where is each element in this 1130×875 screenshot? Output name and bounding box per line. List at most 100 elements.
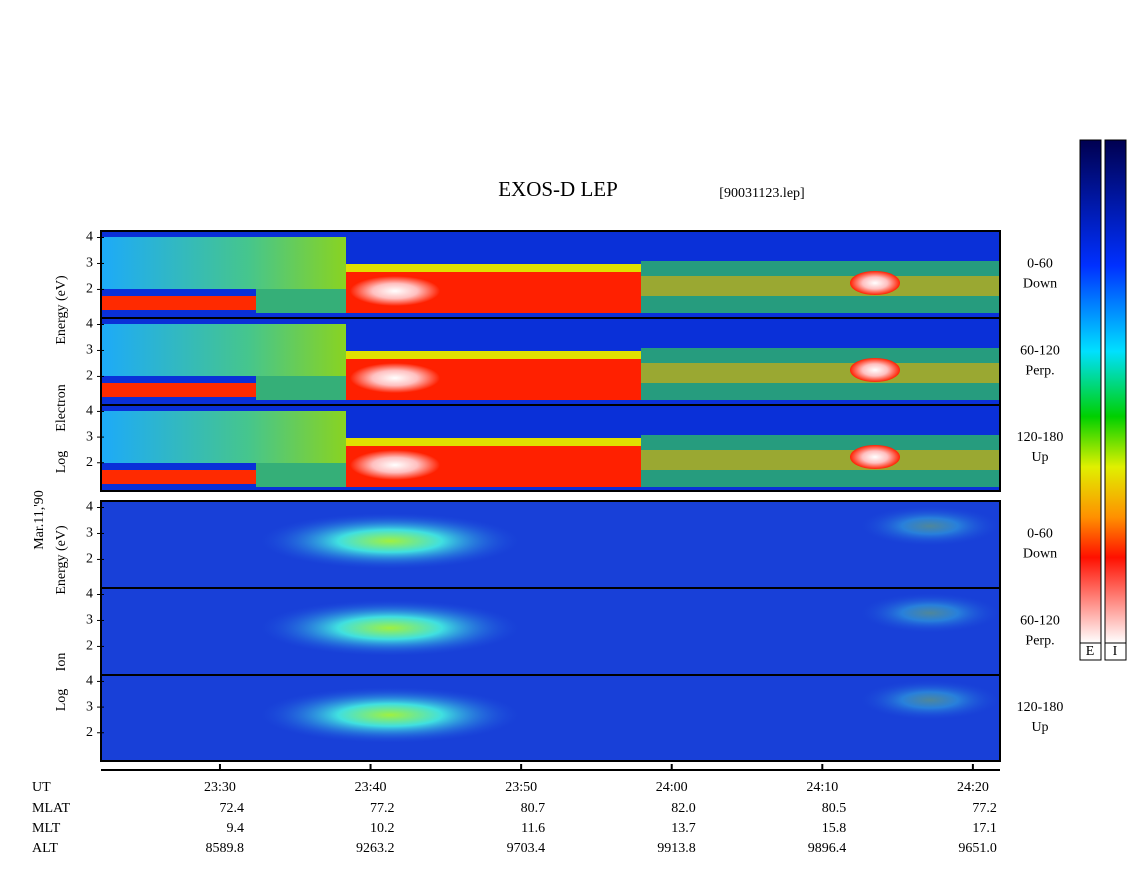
panel-direction: Perp. — [1025, 364, 1054, 379]
table-cell: 82.0 — [671, 801, 696, 816]
table-cell: 9.4 — [226, 821, 244, 836]
spectrogram-region — [860, 680, 1000, 720]
y-tick-label: 4 — [86, 404, 93, 419]
spectrogram-region — [260, 600, 520, 656]
file-name: [90031123.lep] — [719, 186, 804, 201]
y-tick-label: 2 — [86, 725, 93, 740]
y-tick-label: 2 — [86, 552, 93, 567]
panel-range: 0-60 — [1027, 527, 1053, 542]
y-axis-label: Energy (eV) — [54, 275, 69, 345]
spectrogram-region — [641, 363, 1000, 383]
spectrogram-region — [860, 593, 1000, 633]
panel-frame — [100, 674, 1001, 762]
spectrogram-region — [860, 506, 1000, 546]
spectrogram-region — [260, 687, 520, 743]
spectrogram-background — [101, 588, 1000, 675]
spectrogram-region — [850, 445, 900, 469]
x-tick-label: 23:50 — [505, 780, 537, 795]
y-tick-label: 3 — [86, 699, 93, 714]
spectrogram-region — [346, 351, 641, 359]
table-label: ALT — [32, 841, 58, 856]
table-cell: 8589.8 — [205, 841, 244, 856]
x-tick-label: 23:30 — [204, 780, 236, 795]
panel-direction: Down — [1023, 547, 1057, 562]
y-tick-label: 4 — [86, 230, 93, 245]
spectrogram-region — [256, 289, 346, 313]
spectrogram-region — [256, 376, 346, 400]
y-tick-label: 3 — [86, 613, 93, 628]
colorbar-label-box — [1104, 642, 1127, 661]
y-tick-label: 3 — [86, 429, 93, 444]
panel-range: 0-60 — [1027, 257, 1053, 272]
spectrogram-region — [346, 264, 641, 272]
y-tick-label: 4 — [86, 317, 93, 332]
y-tick-label: 2 — [86, 639, 93, 654]
table-cell: 15.8 — [822, 821, 847, 836]
spectrogram-region — [101, 383, 256, 397]
y-tick-label: 2 — [86, 282, 93, 297]
x-tick-label: 24:20 — [957, 780, 989, 795]
spectrogram-background — [101, 501, 1000, 588]
spectrogram-region — [850, 358, 900, 382]
table-label: UT — [32, 780, 51, 795]
x-tick-label: 23:40 — [355, 780, 387, 795]
y-tick-label: 4 — [86, 587, 93, 602]
y-tick-label: 2 — [86, 369, 93, 384]
spectrogram-region — [346, 438, 641, 446]
spectrogram-region — [101, 470, 256, 484]
table-cell: 80.5 — [822, 801, 847, 816]
panel-direction: Up — [1031, 450, 1048, 465]
table-cell: 9896.4 — [808, 841, 847, 856]
panel-frame — [100, 404, 1001, 492]
table-cell: 77.2 — [972, 801, 997, 816]
table-cell: 11.6 — [521, 821, 545, 836]
table-label: MLAT — [32, 801, 71, 816]
y-axis-label: Electron — [54, 384, 69, 431]
colorbar-label: E — [1086, 644, 1095, 659]
table-cell: 72.4 — [219, 801, 244, 816]
y-axis-label: Energy (eV) — [54, 525, 69, 595]
colorbar-label-box — [1079, 642, 1102, 661]
table-cell: 9263.2 — [356, 841, 395, 856]
panel-range: 120-180 — [1017, 430, 1064, 445]
y-tick-label: 3 — [86, 256, 93, 271]
colorbar — [1104, 139, 1127, 644]
y-axis-label: Log — [54, 689, 69, 712]
y-tick-label: 2 — [86, 455, 93, 470]
table-cell: 17.1 — [972, 821, 997, 836]
colorbar — [1079, 139, 1102, 644]
spectrogram-region — [101, 237, 346, 289]
table-cell: 77.2 — [370, 801, 395, 816]
spectrogram-region — [641, 276, 1000, 296]
table-cell: 10.2 — [370, 821, 395, 836]
y-tick-label: 3 — [86, 343, 93, 358]
spectrogram-region — [641, 450, 1000, 470]
table-cell: 9651.0 — [958, 841, 997, 856]
spectrogram-background — [101, 675, 1000, 761]
panel-direction: Up — [1031, 720, 1048, 735]
spectrogram-region — [101, 411, 346, 463]
table-cell: 80.7 — [521, 801, 546, 816]
y-axis-label: Ion — [54, 653, 69, 672]
table-cell: 9913.8 — [657, 841, 696, 856]
table-cell: 13.7 — [671, 821, 696, 836]
table-cell: 9703.4 — [507, 841, 546, 856]
date: Mar.11,'90 — [32, 490, 47, 550]
panel-range: 60-120 — [1020, 344, 1060, 359]
spectrogram-region — [350, 450, 440, 480]
y-tick-label: 3 — [86, 526, 93, 541]
y-tick-label: 4 — [86, 500, 93, 515]
panel-direction: Down — [1023, 277, 1057, 292]
y-tick-label: 4 — [86, 674, 93, 689]
title: EXOS-D LEP — [498, 177, 618, 201]
panel-direction: Perp. — [1025, 634, 1054, 649]
spectrogram-region — [850, 271, 900, 295]
spectrogram-region — [101, 324, 346, 376]
y-axis-label: Log — [54, 451, 69, 474]
spectrogram-region — [350, 276, 440, 306]
x-tick-label: 24:00 — [656, 780, 688, 795]
panel-range: 120-180 — [1017, 700, 1064, 715]
spectrogram-region — [350, 363, 440, 393]
panel-range: 60-120 — [1020, 614, 1060, 629]
